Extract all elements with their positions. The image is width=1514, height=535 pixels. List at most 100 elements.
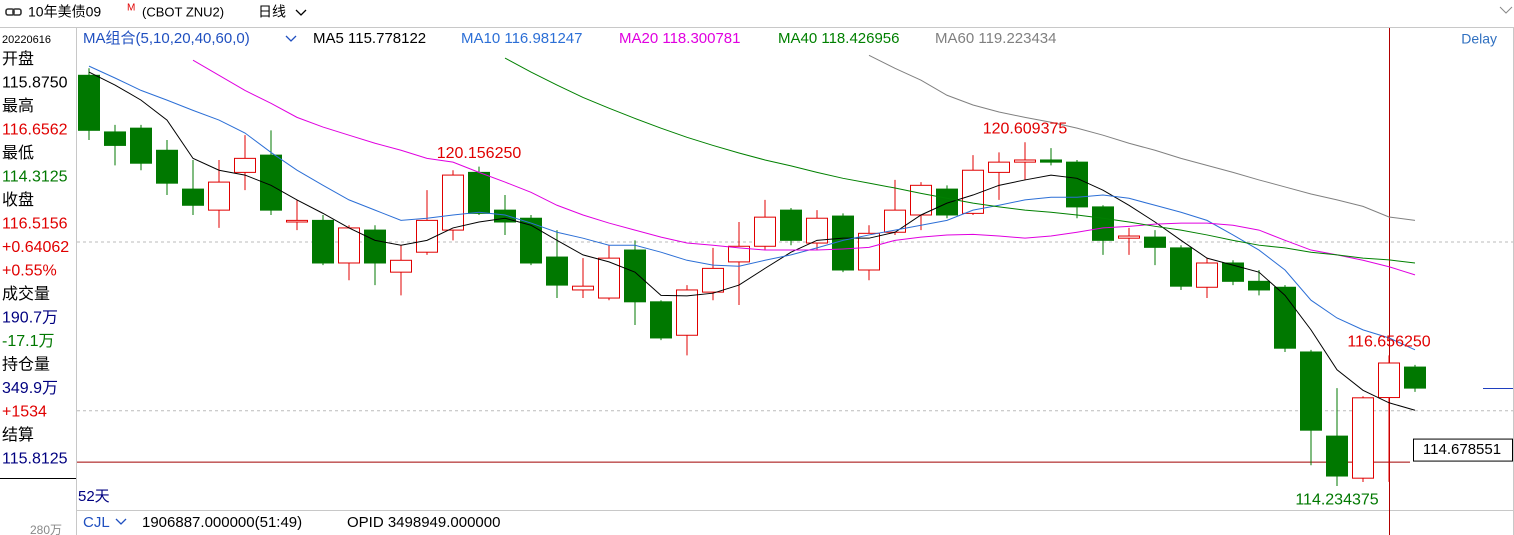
- quote-field: 成交量: [2, 285, 50, 303]
- candle-body: [910, 184, 932, 216]
- ma-legend: MA20 118.300781: [619, 30, 741, 47]
- ma-group-selector[interactable]: MA组合(5,10,20,40,60,0): [83, 30, 250, 47]
- ma-line: [192, 59, 1416, 276]
- ma-line: [868, 54, 1416, 221]
- ma-legend-value: 116.981247: [504, 30, 582, 47]
- ma-legend-name: MA5: [313, 30, 344, 47]
- candle-body: [676, 289, 698, 336]
- quote-field: +1534: [2, 404, 47, 421]
- candle-body: [728, 245, 750, 263]
- candle-body: [494, 209, 516, 223]
- candle-body: [1196, 262, 1218, 288]
- candle-body: [1248, 280, 1270, 291]
- candle-body: [780, 209, 802, 241]
- ma-legend: MA40 118.426956: [778, 30, 900, 47]
- candle-body: [1274, 286, 1296, 349]
- ma-legend-value: 119.223434: [978, 30, 1056, 47]
- quote-field: 114.3125: [2, 169, 68, 186]
- contract-code: (CBOT ZNU2): [142, 4, 224, 19]
- candle-body: [988, 161, 1010, 173]
- candle-body: [468, 171, 490, 214]
- candle-body: [806, 217, 828, 244]
- candle-body: [156, 149, 178, 184]
- candle-body: [650, 301, 672, 339]
- candle-body: [1300, 351, 1322, 431]
- quote-field: +0.64062: [2, 239, 69, 256]
- badge: M: [127, 3, 135, 14]
- quote-field: 最高: [2, 97, 34, 115]
- quote-field: 收盘: [2, 190, 34, 209]
- candle-body: [260, 154, 282, 211]
- candle-body: [624, 249, 646, 303]
- ma-line: [504, 57, 1416, 264]
- ma-line: [88, 71, 1416, 411]
- volume-scale-label: 280万: [30, 523, 62, 535]
- candle-body: [130, 127, 152, 164]
- candle-body: [1014, 159, 1036, 163]
- candle-body: [1040, 159, 1062, 163]
- candle-body: [286, 219, 308, 223]
- ma-group-chevron[interactable]: [285, 35, 297, 42]
- days-label: 52天: [78, 488, 110, 505]
- candle-body: [338, 227, 360, 264]
- candle-body: [390, 259, 412, 273]
- contract-title[interactable]: 10年美债09: [28, 4, 101, 20]
- ma-legend-name: MA10: [461, 30, 500, 47]
- candle-body: [1092, 206, 1114, 241]
- sidebar: 20220616 280万 开盘 115.8750 最高 116.6562 最低 114.…: [2, 34, 69, 535]
- candle-body: [520, 217, 542, 264]
- indicator-volume: 1906887.000000(51:49): [142, 514, 302, 531]
- indicator-opid: OPID 3498949.000000: [347, 514, 500, 531]
- candle-body: [1222, 262, 1244, 282]
- quote-field: 持仓量: [2, 356, 50, 374]
- candle-body: [754, 216, 776, 247]
- ma-line: [88, 65, 1416, 351]
- ma-legend-value: 118.426956: [821, 30, 899, 47]
- collapse-icon[interactable]: [1499, 6, 1513, 14]
- delay-label: Delay: [1461, 31, 1497, 47]
- candle-body: [1144, 236, 1166, 248]
- candle-body: [312, 219, 334, 264]
- ma-legend: MA60 119.223434: [935, 30, 1057, 47]
- candle-body: [442, 174, 464, 231]
- quote-field: 190.7万: [2, 310, 58, 327]
- indicator-selector[interactable]: CJL: [83, 514, 110, 531]
- candle-body: [208, 181, 230, 211]
- period-selector[interactable]: 日线: [258, 4, 286, 20]
- ma-legend-name: MA40: [778, 30, 817, 47]
- candle-body: [572, 285, 594, 291]
- quote-field: +0.55%: [2, 263, 57, 280]
- candle-body: [182, 188, 204, 206]
- ma-legend-value: 115.778122: [348, 30, 426, 47]
- quote-field: 115.8750: [2, 75, 68, 92]
- extreme-label: 114.234375: [1295, 491, 1378, 508]
- quote-field: 结算: [2, 425, 34, 444]
- candle-body: [416, 219, 438, 253]
- period-chevron[interactable]: [295, 9, 307, 16]
- candle-body: [1170, 247, 1192, 287]
- extreme-label: 120.609375: [983, 120, 1068, 137]
- quote-field: 116.6562: [2, 122, 68, 139]
- extreme-label: 116.656250: [1347, 334, 1430, 351]
- quote-field: -17.1万: [2, 333, 54, 350]
- ma-legend-name: MA60: [935, 30, 974, 47]
- candle-body: [832, 215, 854, 271]
- quote-date: 20220616: [2, 34, 51, 46]
- link-icon[interactable]: [5, 8, 22, 16]
- quote-field: 115.8125: [2, 451, 68, 468]
- candle-body: [78, 74, 100, 131]
- candle-body: [364, 229, 386, 264]
- candle-body: [936, 188, 958, 216]
- candle-body: [598, 257, 620, 299]
- indicator-chevron[interactable]: [115, 518, 127, 525]
- ma-legend: MA10 116.981247: [461, 30, 583, 47]
- quote-field: 开盘: [2, 49, 34, 68]
- candle-body: [702, 267, 724, 293]
- candle-body: [1326, 435, 1348, 477]
- candle-body: [1404, 366, 1426, 389]
- candle-body: [858, 232, 880, 271]
- candle-body: [1066, 161, 1088, 208]
